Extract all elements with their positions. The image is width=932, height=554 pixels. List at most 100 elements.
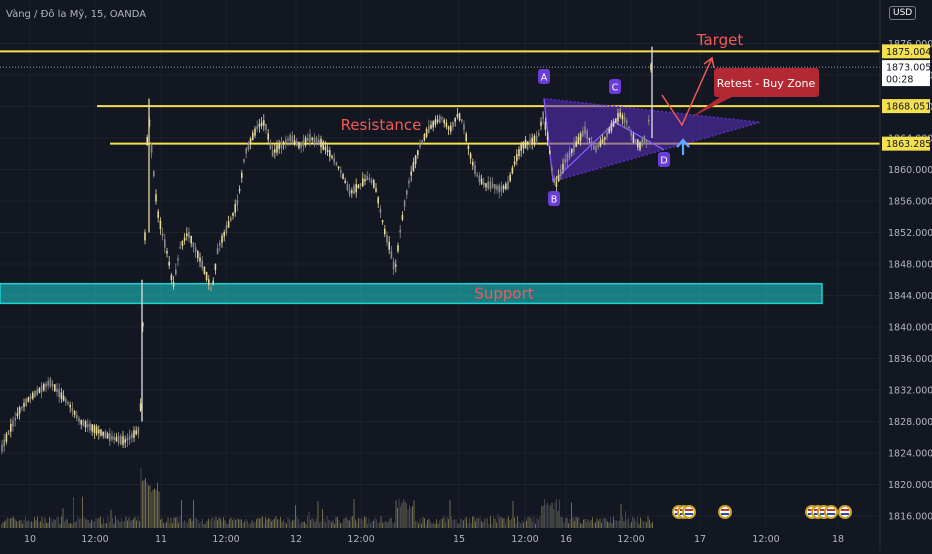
y-tick-label: 1828.000 [888,417,932,428]
candle-body [465,133,467,142]
candle-body [606,132,608,138]
candle-body [564,159,566,164]
candle-body [595,145,597,152]
volume-bar [490,516,491,528]
candle-body [650,64,652,70]
candle-body [164,239,166,248]
volume-bar [269,518,271,528]
volume-bar [637,516,638,528]
volume-bar [196,518,197,528]
candle-body [166,250,168,254]
candle-body [65,398,67,403]
volume-bar [367,523,368,528]
volume-bar [439,520,440,528]
volume-bar [494,518,496,528]
candle-body [69,404,71,408]
candle-body [344,180,346,183]
volume-bar [566,517,568,528]
candle-body [278,144,280,149]
volume-bar [136,520,137,528]
candle-body [320,138,322,148]
level-lines [0,50,880,145]
candle-body [190,235,192,244]
volume-bar [524,517,526,528]
candle-body [568,150,571,159]
volume-bar [379,521,380,528]
volume-bar [361,517,362,528]
volume-bar [13,516,14,528]
economic-events[interactable] [672,505,852,519]
candle-body [289,134,291,142]
volume-bar [517,516,518,528]
candle-body [454,118,456,122]
volume-bar [391,517,392,528]
volume-bar [313,519,314,528]
candle-body [34,390,36,398]
volume-bar [256,519,257,528]
candle-body [597,144,599,148]
x-tick-label: 17 [694,534,706,545]
currency-label[interactable]: USD [889,6,917,20]
volume-bar [346,517,347,528]
event-flag-icon-inner [826,507,836,517]
candle-body [280,141,283,149]
volume-bar [29,521,31,528]
volume-bar [112,517,113,528]
volume-bar [268,517,269,528]
x-tick-label: 12:00 [347,534,374,545]
candle-body [375,188,377,192]
volume-bar [23,519,25,528]
volume-bar [88,520,89,528]
volume-bar [184,520,185,528]
volume-bar [182,521,184,528]
candle-body [7,430,10,435]
volume-bar [415,520,416,528]
volume-bar [247,520,248,528]
candle-body [120,435,122,445]
volume-bar [314,521,316,528]
volume-bar [175,517,176,528]
candle-body [458,113,461,121]
symbol-title[interactable]: Vàng / Đô la Mỹ, 15, OANDA [6,9,147,20]
candle-body [496,185,498,190]
candle-body [467,145,470,150]
candle-body [91,424,93,432]
volume-bar [310,519,311,528]
volume-bar [100,516,101,528]
y-tick-label: 1824.000 [888,449,932,460]
event-flag-stripe [827,513,835,515]
candle-body [21,406,23,409]
volume-bar [140,468,142,528]
volume-bar [443,516,445,528]
candle-body [511,167,514,174]
volume-bar [31,521,32,528]
volume-bar [553,508,554,528]
volume-bar [122,521,124,528]
volume-bar [199,523,200,528]
event-flag-stripe [841,509,849,511]
volume-bar [488,523,490,528]
candle-body [311,137,313,140]
candle-body [637,139,639,148]
volume-bar [413,500,415,528]
volume-bar [556,498,557,528]
candle-body [104,431,107,439]
volume-bar [422,516,424,528]
candle-body [452,121,454,127]
retest-label: Retest - Buy Zone [717,77,816,90]
projection-arrowhead [703,56,715,69]
event-flag-stripe [827,509,835,511]
volume-bar [436,519,437,528]
candle-body [51,383,54,387]
volume-bar [562,517,563,528]
candle-body [223,232,225,237]
candle-body [192,242,195,248]
volume-bar [412,506,413,528]
volume-bar [280,517,281,528]
volume-bar [209,520,211,528]
candle-body [139,403,142,411]
volume-bar [626,519,628,528]
time-axis[interactable]: 10 12:00 11 12:00 12 12:00 15 12:00 16 12:00 17 12:… [24,534,844,545]
